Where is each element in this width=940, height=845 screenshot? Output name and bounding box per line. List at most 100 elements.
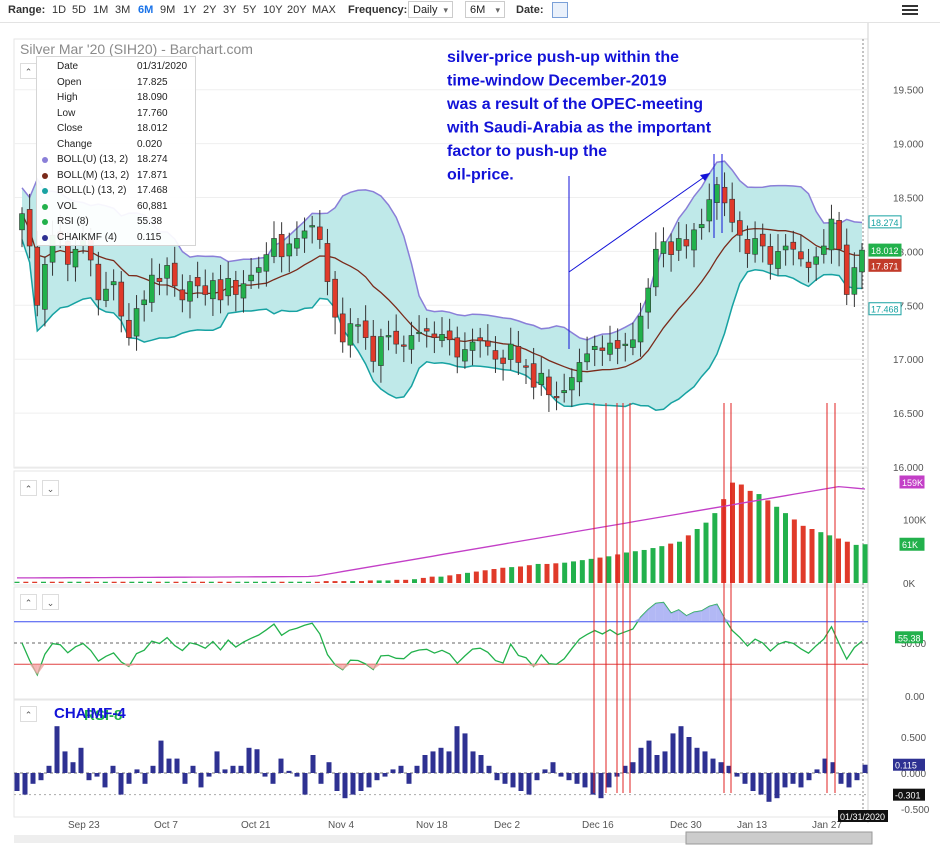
hamburger-menu-icon[interactable] (902, 3, 918, 17)
volume-bar (394, 579, 400, 583)
chevron-down-icon: ▾ (495, 5, 500, 15)
chaikin-bar (246, 747, 252, 773)
candle-body (393, 330, 399, 345)
range-2y[interactable]: 2Y (203, 4, 217, 16)
range-1m[interactable]: 1M (93, 4, 109, 16)
candle-body (782, 245, 789, 251)
volume-tag-label: 61K (902, 540, 918, 550)
x-tick-label: Dec 16 (582, 820, 614, 831)
range-3y[interactable]: 3Y (223, 4, 237, 16)
y-tick-label: 19.500 (893, 86, 924, 97)
calendar-icon[interactable] (552, 2, 568, 18)
chaikin-bar (422, 755, 428, 773)
y-tick-label: 0.00 (905, 692, 925, 703)
volume-bar (288, 581, 294, 583)
chaikin-bar (846, 773, 852, 788)
chaikin-bar (390, 769, 396, 773)
candle-body (271, 238, 277, 257)
chaikin-bar (590, 773, 596, 795)
volume-down-button[interactable]: ⌄ (42, 480, 59, 496)
volume-up-button[interactable]: ⌃ (20, 480, 37, 496)
chaikin-bar (310, 755, 316, 773)
x-tick-label: Dec 2 (494, 820, 521, 831)
candle-body (843, 244, 850, 295)
volume-bar (261, 581, 267, 583)
collapse-up-button[interactable]: ⌃ (20, 63, 37, 79)
frequency-label: Frequency: (348, 4, 408, 16)
chaikin-bar (382, 773, 388, 777)
range-10y[interactable]: 10Y (263, 4, 283, 16)
chaikin-bar (702, 751, 708, 773)
volume-bar (641, 549, 647, 583)
chaikin-bar (518, 773, 524, 791)
rsi-oversold-fill (365, 664, 374, 670)
candle-body (95, 263, 102, 301)
date-tag-label: 01/31/2020 (840, 812, 885, 822)
tooltip-key: CHAIKMF (4) (57, 231, 117, 243)
candle-body (759, 233, 766, 247)
rsi-down-button[interactable]: ⌄ (42, 594, 59, 610)
range-3m[interactable]: 3M (115, 4, 131, 16)
chaikin-bar (662, 751, 668, 773)
chaikin-bar (318, 773, 324, 784)
volume-bar (120, 581, 126, 583)
chaikin-bar (486, 765, 492, 773)
chaikin-bar (806, 773, 812, 781)
candle-body (599, 347, 606, 351)
range-1d[interactable]: 1D (52, 4, 67, 16)
tooltip-key: Close (57, 123, 83, 134)
tooltip-value: 0.115 (137, 231, 162, 243)
candle-body (645, 287, 651, 313)
y-tick-label: 17.500 (893, 301, 924, 312)
tooltip-value: 18.012 (137, 123, 168, 134)
volume-bar (571, 561, 576, 583)
rsi-oversold-fill (121, 664, 129, 667)
range-max[interactable]: MAX (312, 4, 336, 16)
y-tick-label: 16.000 (893, 463, 924, 474)
range-1y[interactable]: 1Y (183, 4, 197, 16)
candle-body (729, 198, 735, 223)
candle-body (737, 220, 743, 236)
volume-bar (323, 581, 329, 583)
volume-bar (747, 490, 753, 583)
scrollbar-track[interactable] (14, 835, 872, 843)
rsi-up-button[interactable]: ⌃ (20, 594, 37, 610)
range-20y[interactable]: 20Y (287, 4, 307, 16)
period-select[interactable]: 6M ▾ (465, 1, 505, 18)
y-tick-label: 0.500 (901, 733, 926, 744)
range-6m[interactable]: 6M (138, 4, 154, 16)
volume-bar (836, 538, 841, 583)
range-9m[interactable]: 9M (160, 4, 176, 16)
chaikin-bar (654, 755, 660, 773)
candle-body (660, 241, 667, 254)
candle-body (324, 243, 331, 282)
candle-body (34, 246, 41, 306)
chaikin-bar (46, 765, 52, 773)
frequency-select[interactable]: Daily ▾ (408, 1, 453, 18)
volume-bar (783, 513, 788, 583)
chaikin-bar (470, 751, 476, 773)
tooltip-key: BOLL(M) (13, 2) (57, 169, 130, 181)
annotation-text-line: oil-price. (447, 167, 514, 184)
tooltip-value: 17.760 (137, 107, 168, 119)
chaikin-bar (830, 762, 836, 773)
volume-bar (76, 581, 82, 583)
chaikin-bar (334, 773, 340, 791)
rsi-overbought-fill (701, 606, 710, 622)
rsi-overbought-fill (686, 612, 694, 622)
chaikin-bar (854, 773, 860, 781)
volume-bar (500, 567, 506, 583)
tooltip-value: 18.090 (137, 92, 168, 103)
volume-bar (350, 581, 356, 583)
chaikin-up-button[interactable]: ⌃ (20, 706, 37, 722)
tooltip-key: Change (57, 138, 93, 150)
chaikin-bar (758, 773, 764, 795)
candle-body (171, 262, 178, 287)
scrollbar-thumb[interactable] (685, 831, 873, 845)
range-5y[interactable]: 5Y (243, 4, 257, 16)
price-tag (868, 302, 902, 316)
volume-bar (465, 572, 470, 583)
candle-body (607, 342, 613, 355)
range-5d[interactable]: 5D (72, 4, 87, 16)
chaikin-bar (230, 765, 236, 773)
